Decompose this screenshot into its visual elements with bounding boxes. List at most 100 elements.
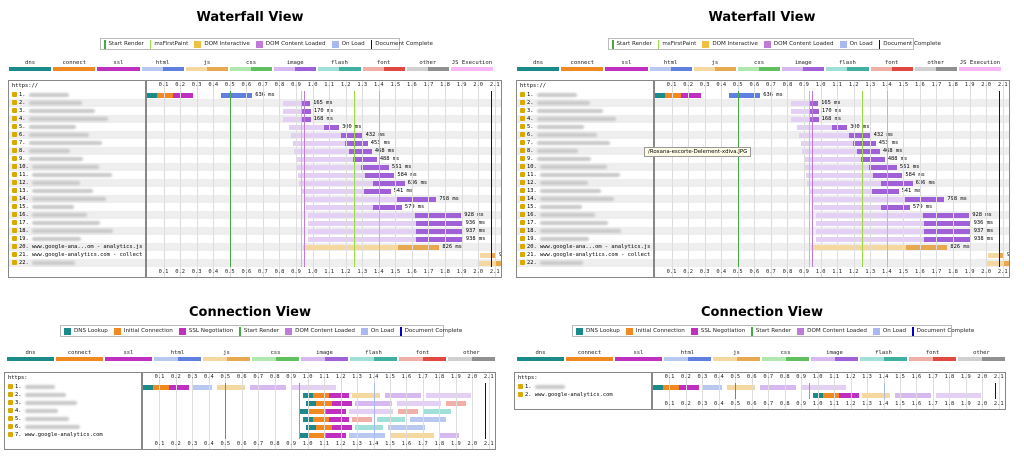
request-wait-segment (813, 204, 882, 210)
request-download-segment (491, 252, 496, 258)
request-download-segment (416, 228, 463, 234)
lock-icon (520, 156, 525, 161)
tick-top: 0.3 (187, 374, 198, 380)
request-wait-segment (804, 164, 870, 170)
tick-bottom: 1.9 (960, 401, 971, 407)
tick-top: 1.6 (911, 374, 922, 380)
connection-row-label: 5. (8, 415, 69, 423)
request-duration-label: 300 ms (342, 124, 362, 130)
request-wait-segment (810, 244, 907, 250)
waterfall-row-label: 16. (520, 211, 595, 219)
waterfall-row-label: 6. (12, 131, 89, 139)
blurred-url (28, 132, 89, 137)
waterfall-row-bg (655, 259, 1009, 267)
connection-segment (306, 424, 316, 430)
grid-line (1002, 81, 1004, 277)
marker-on-load (378, 91, 380, 267)
tick-bottom: 1.9 (456, 269, 467, 275)
tick-top: 1.3 (352, 374, 362, 380)
tick-top: 0.2 (681, 374, 691, 380)
tick-top: 1.6 (915, 82, 925, 88)
grid-line (986, 81, 988, 277)
grid-line (834, 373, 836, 409)
lock-icon (520, 188, 525, 193)
request-duration-label: 561 ms (391, 164, 412, 170)
blurred-host (24, 424, 80, 429)
waterfall-row-label: 19. (12, 235, 81, 243)
grid-line (472, 373, 474, 449)
tick-top: 0.4 (203, 374, 214, 380)
request-type-bar-light (914, 67, 936, 71)
request-type-dns: dns (8, 60, 52, 71)
request-type-bar-dark (803, 67, 825, 71)
request-type-bar (301, 357, 348, 361)
request-type-font: font (362, 60, 406, 71)
blurred-url (536, 140, 610, 145)
connection-label: 7. www.google-analytics.com (15, 432, 103, 438)
blurred-host (24, 416, 69, 421)
request-download-segment (999, 252, 1004, 258)
tick-top: 1.8 (948, 82, 958, 88)
marker-dom-interactive (300, 91, 302, 267)
grid-line (953, 81, 955, 277)
connection-segment (702, 384, 723, 390)
connection-segment (422, 408, 451, 414)
tick-top: 1.1 (832, 82, 842, 88)
blurred-url (31, 204, 74, 209)
grid-line (965, 373, 967, 409)
tick-bottom: 2.0 (981, 269, 992, 275)
tick-top: 2.1 (483, 374, 494, 380)
request-download-segment (923, 212, 970, 218)
grid-line (411, 81, 413, 277)
request-duration-label: 928 ms (464, 212, 484, 218)
dns-segment (147, 92, 157, 98)
request-type-bar (649, 67, 692, 71)
tick-top: 0.4 (716, 82, 727, 88)
waterfall-row-label: 15. (520, 203, 582, 211)
tick-top: 2.0 (981, 82, 992, 88)
request-type-bar-light (693, 67, 715, 71)
grid-line (159, 373, 161, 449)
lock-icon (520, 124, 525, 129)
request-wait-segment (805, 172, 874, 178)
request-type-js-execution: JS Execution (958, 60, 1002, 71)
request-type-bar (406, 67, 449, 71)
tick-top: 1.3 (865, 82, 876, 88)
tick-bottom: 1.8 (944, 401, 955, 407)
blurred-url (539, 228, 621, 233)
wlegend-swatch (255, 40, 263, 48)
blurred-url (539, 260, 583, 265)
waterfall-row-label: 22. (12, 259, 75, 267)
request-type-bar (450, 67, 494, 71)
request-type-bar-dark (79, 357, 103, 361)
tick-top: 1.7 (931, 82, 942, 88)
grid-line (362, 81, 364, 277)
lock-icon (520, 244, 525, 249)
tick-bottom: 1.5 (390, 269, 401, 275)
grid-line (768, 373, 770, 409)
request-types-right: dns connect ssl html js css image flash font othe… (516, 60, 1002, 71)
lock-icon (520, 132, 525, 137)
blurred-url (539, 236, 589, 241)
marker-ms-first-paint (861, 91, 863, 267)
marker-document-complete (485, 383, 487, 439)
waterfall-row-bg (147, 99, 501, 107)
row-number: 14. (19, 196, 29, 202)
row-number: 21. www.google-analytics.com - collect (527, 252, 651, 258)
tick-bottom: 0.4 (203, 441, 214, 447)
waterfall-label-column: https:// 1. 2. 3. 4. 5. 6. 7. 8. 9. 10. 11. 12. 13. 14… (516, 80, 654, 278)
lock-icon (8, 384, 13, 389)
lock-icon (520, 180, 525, 185)
lock-icon (12, 236, 17, 241)
request-type-css: css (761, 350, 810, 361)
grid-line (213, 81, 215, 277)
tick-bottom: 0.2 (681, 401, 691, 407)
tick-bottom: 0.9 (796, 401, 807, 407)
clegend-label: DOM Content Loaded (295, 328, 355, 334)
lock-icon (520, 140, 525, 145)
tick-bottom: 1.4 (878, 401, 889, 407)
lock-icon (8, 416, 13, 421)
request-download-segment (1003, 260, 1009, 266)
grid-line (702, 373, 704, 409)
request-type-bar-dark (891, 67, 913, 71)
